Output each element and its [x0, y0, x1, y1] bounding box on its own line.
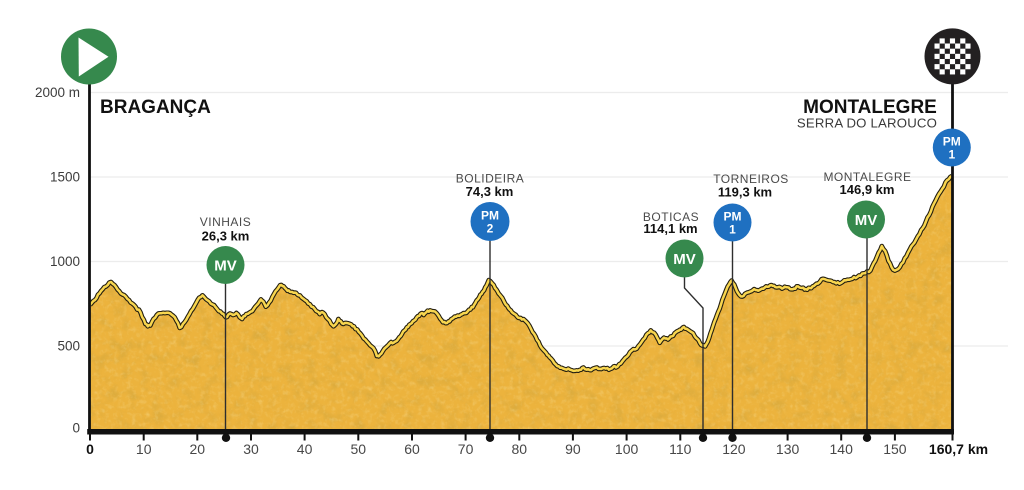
svg-text:1: 1 [729, 223, 736, 237]
svg-text:30: 30 [243, 441, 259, 457]
svg-text:150: 150 [883, 441, 907, 457]
svg-text:140: 140 [830, 441, 854, 457]
svg-text:BOLIDEIRA: BOLIDEIRA [456, 172, 525, 186]
svg-text:BOTICAS: BOTICAS [643, 210, 699, 224]
svg-text:10: 10 [136, 441, 152, 457]
svg-text:119,3 km: 119,3 km [718, 185, 772, 200]
svg-text:MONTALEGRE: MONTALEGRE [803, 97, 937, 118]
svg-text:MONTALEGRE: MONTALEGRE [823, 170, 911, 184]
svg-text:20: 20 [190, 441, 206, 457]
svg-text:500: 500 [57, 339, 80, 354]
svg-text:1000: 1000 [50, 254, 80, 269]
svg-text:90: 90 [565, 441, 581, 457]
svg-text:74,3 km: 74,3 km [466, 184, 514, 199]
svg-text:2000 m: 2000 m [35, 85, 80, 100]
svg-text:40: 40 [297, 441, 313, 457]
svg-text:MV: MV [855, 212, 878, 229]
svg-text:120: 120 [722, 441, 746, 457]
svg-text:0: 0 [86, 441, 94, 457]
svg-text:0: 0 [72, 421, 80, 436]
svg-text:110: 110 [669, 441, 692, 457]
svg-text:160,7 km: 160,7 km [929, 441, 988, 457]
svg-text:BRAGANÇA: BRAGANÇA [100, 97, 211, 118]
svg-text:MV: MV [214, 258, 237, 275]
svg-text:VINHAIS: VINHAIS [200, 215, 252, 229]
svg-text:114,1 km: 114,1 km [643, 221, 697, 236]
svg-text:2: 2 [487, 222, 494, 236]
svg-text:26,3 km: 26,3 km [202, 229, 250, 244]
svg-text:60: 60 [404, 441, 420, 457]
svg-text:70: 70 [458, 441, 474, 457]
svg-text:1: 1 [948, 148, 955, 162]
svg-text:1500: 1500 [50, 170, 80, 185]
svg-text:PM: PM [724, 210, 742, 224]
svg-text:SERRA DO LAROUCO: SERRA DO LAROUCO [797, 116, 937, 131]
svg-text:TORNEIROS: TORNEIROS [713, 172, 789, 186]
svg-text:50: 50 [351, 441, 367, 457]
svg-text:MV: MV [673, 251, 696, 268]
svg-text:146,9 km: 146,9 km [840, 182, 895, 197]
svg-text:130: 130 [776, 441, 800, 457]
svg-text:80: 80 [512, 441, 528, 457]
svg-text:PM: PM [943, 135, 961, 149]
svg-text:PM: PM [481, 209, 499, 223]
svg-text:100: 100 [615, 441, 639, 457]
